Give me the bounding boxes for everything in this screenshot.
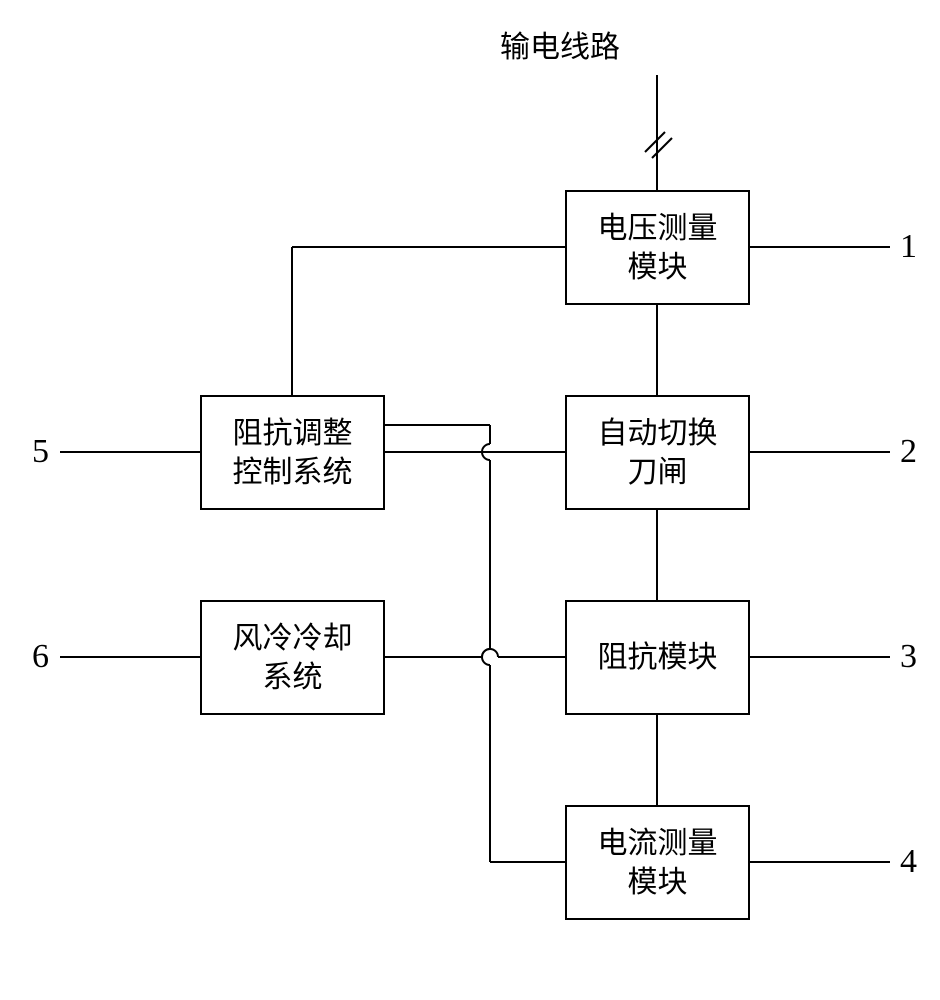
voltage-measure-box: 电压测量 模块: [565, 190, 750, 305]
controller-box: 阻抗调整 控制系统: [200, 395, 385, 510]
label-2: 2: [900, 433, 917, 471]
auto-switch-text: 自动切换 刀闸: [598, 414, 718, 492]
label-3: 3: [900, 638, 917, 676]
cooling-box: 风冷冷却 系统: [200, 600, 385, 715]
wires: [0, 0, 940, 1000]
auto-switch-box: 自动切换 刀闸: [565, 395, 750, 510]
current-measure-text: 电流测量 模块: [598, 824, 718, 902]
impedance-text: 阻抗模块: [598, 638, 718, 677]
current-measure-box: 电流测量 模块: [565, 805, 750, 920]
label-6: 6: [32, 638, 49, 676]
cooling-text: 风冷冷却 系统: [233, 619, 353, 697]
label-1: 1: [900, 228, 917, 266]
label-5: 5: [32, 433, 49, 471]
label-4: 4: [900, 843, 917, 881]
voltage-measure-text: 电压测量 模块: [598, 209, 718, 287]
title-label: 输电线路: [500, 22, 620, 66]
impedance-box: 阻抗模块: [565, 600, 750, 715]
controller-text: 阻抗调整 控制系统: [233, 414, 353, 492]
